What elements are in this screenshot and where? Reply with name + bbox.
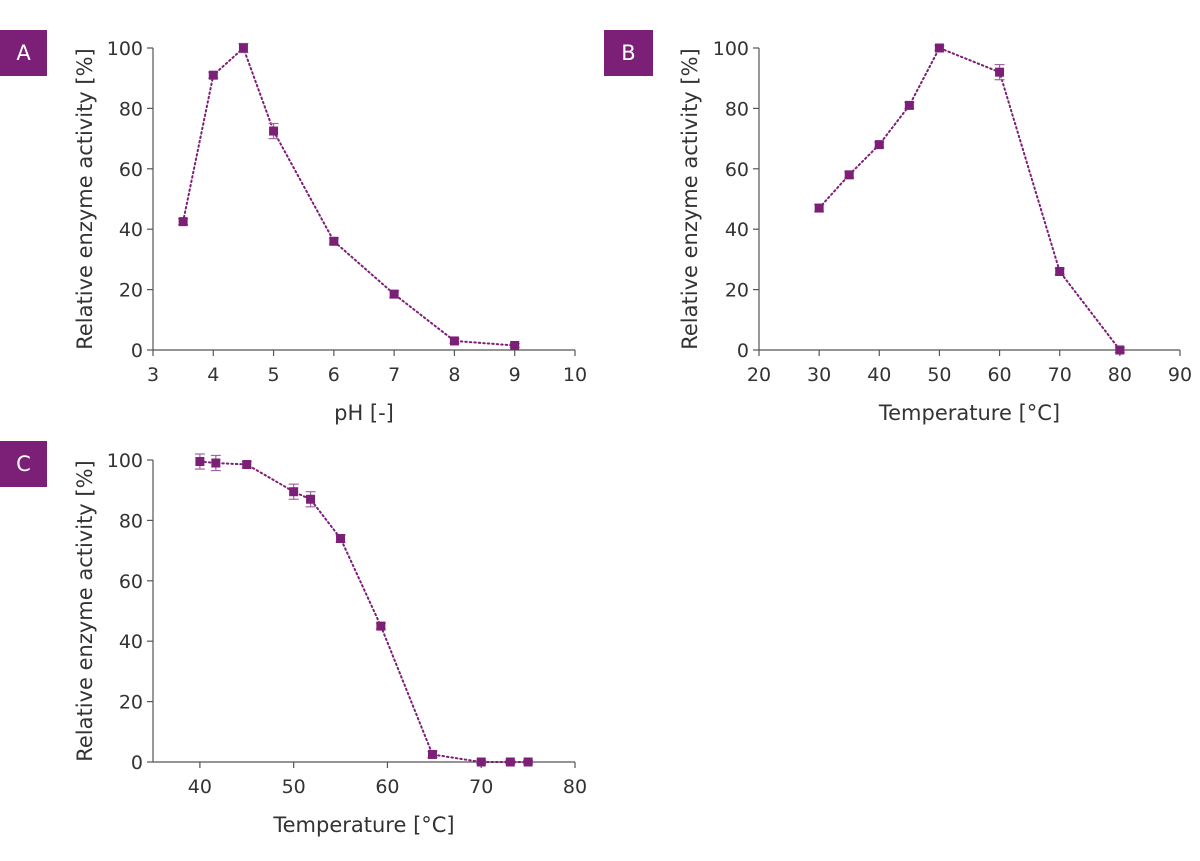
data-point — [1055, 266, 1065, 276]
x-tick-label: 5 — [268, 364, 280, 386]
data-point — [874, 140, 884, 150]
data-point — [238, 43, 248, 53]
y-tick-label: 40 — [119, 219, 143, 241]
data-point — [178, 217, 188, 227]
data-point — [329, 236, 339, 246]
data-point — [844, 170, 854, 180]
chart-panel-b: B20 30 40 50 60 70 80 90020406080100Temperature… — [604, 30, 1192, 425]
data-point — [449, 336, 459, 346]
data-point — [814, 203, 824, 213]
panel-label: A — [16, 41, 31, 65]
data-point — [995, 67, 1005, 77]
y-tick-label: 100 — [107, 450, 143, 472]
x-tick-label: 60 — [987, 364, 1011, 386]
x-tick-label: 50 — [282, 776, 306, 798]
y-tick-label: 100 — [107, 38, 143, 60]
x-tick-label: 70 — [1048, 364, 1072, 386]
y-tick-label: 60 — [119, 159, 143, 181]
data-point — [195, 457, 205, 467]
x-tick-label: 40 — [867, 364, 891, 386]
x-tick-label: 80 — [563, 776, 587, 798]
x-tick-label: 20 — [747, 364, 771, 386]
y-axis-label: Relative enzyme activity [%] — [678, 48, 702, 350]
data-point — [208, 70, 218, 80]
y-tick-label: 0 — [131, 340, 143, 362]
data-point — [476, 757, 486, 767]
data-point — [389, 289, 399, 299]
x-tick-label: 3 — [147, 364, 159, 386]
y-tick-label: 80 — [119, 98, 143, 120]
y-tick-label: 40 — [725, 219, 749, 241]
x-axis-label: Temperature [°C] — [272, 813, 454, 837]
x-tick-label: 50 — [927, 364, 951, 386]
x-tick-label: 9 — [509, 364, 521, 386]
data-point — [336, 534, 346, 544]
data-point — [904, 100, 914, 110]
x-tick-label: 70 — [469, 776, 493, 798]
y-tick-label: 100 — [713, 38, 749, 60]
x-tick-label: 7 — [388, 364, 400, 386]
y-tick-label: 80 — [725, 98, 749, 120]
x-tick-label: 30 — [807, 364, 831, 386]
x-tick-label: 4 — [207, 364, 219, 386]
x-tick-label: 8 — [448, 364, 460, 386]
chart-panel-c: C 40 50 60 70 80 0 20 40 60 80 100 Temperature [°C] R… — [0, 441, 587, 837]
series-line — [818, 46, 1121, 351]
data-point — [242, 460, 252, 470]
y-tick-label: 40 — [119, 631, 143, 653]
series-line — [182, 46, 516, 347]
data-point — [934, 43, 944, 53]
data-point — [289, 487, 299, 497]
y-tick-label: 20 — [119, 280, 143, 302]
data-point — [1115, 345, 1125, 355]
data-point — [306, 494, 316, 504]
panel-label-box — [0, 30, 47, 76]
panel-label-box — [0, 441, 47, 487]
panel-label: C — [16, 452, 31, 476]
data-point — [376, 621, 386, 631]
x-tick-label: 60 — [375, 776, 399, 798]
y-tick-label: 80 — [119, 510, 143, 532]
y-tick-label: 20 — [119, 692, 143, 714]
x-tick-label: 40 — [188, 776, 212, 798]
data-point — [523, 757, 533, 767]
y-tick-label: 60 — [119, 571, 143, 593]
data-point — [427, 749, 437, 759]
data-point — [510, 340, 520, 350]
data-point — [505, 757, 515, 767]
x-tick-label: 10 — [563, 364, 587, 386]
x-tick-label: 6 — [328, 364, 340, 386]
x-tick-label: 80 — [1108, 364, 1132, 386]
y-tick-label: 20 — [725, 280, 749, 302]
series-line — [198, 460, 530, 763]
y-axis-label: Relative enzyme activity [%] — [73, 48, 97, 350]
y-tick-label: 0 — [737, 340, 749, 362]
data-point — [211, 458, 221, 468]
panel-label: B — [621, 41, 635, 65]
y-tick-label: 60 — [725, 159, 749, 181]
x-axis-label: pH [-] — [334, 401, 394, 425]
y-tick-label: 0 — [131, 752, 143, 774]
data-point — [269, 126, 279, 136]
panel-label-box — [604, 30, 653, 76]
y-axis-label: Relative enzyme activity [%] — [73, 460, 97, 762]
x-tick-label: 90 — [1168, 364, 1192, 386]
x-axis-label: Temperature [°C] — [878, 401, 1060, 425]
